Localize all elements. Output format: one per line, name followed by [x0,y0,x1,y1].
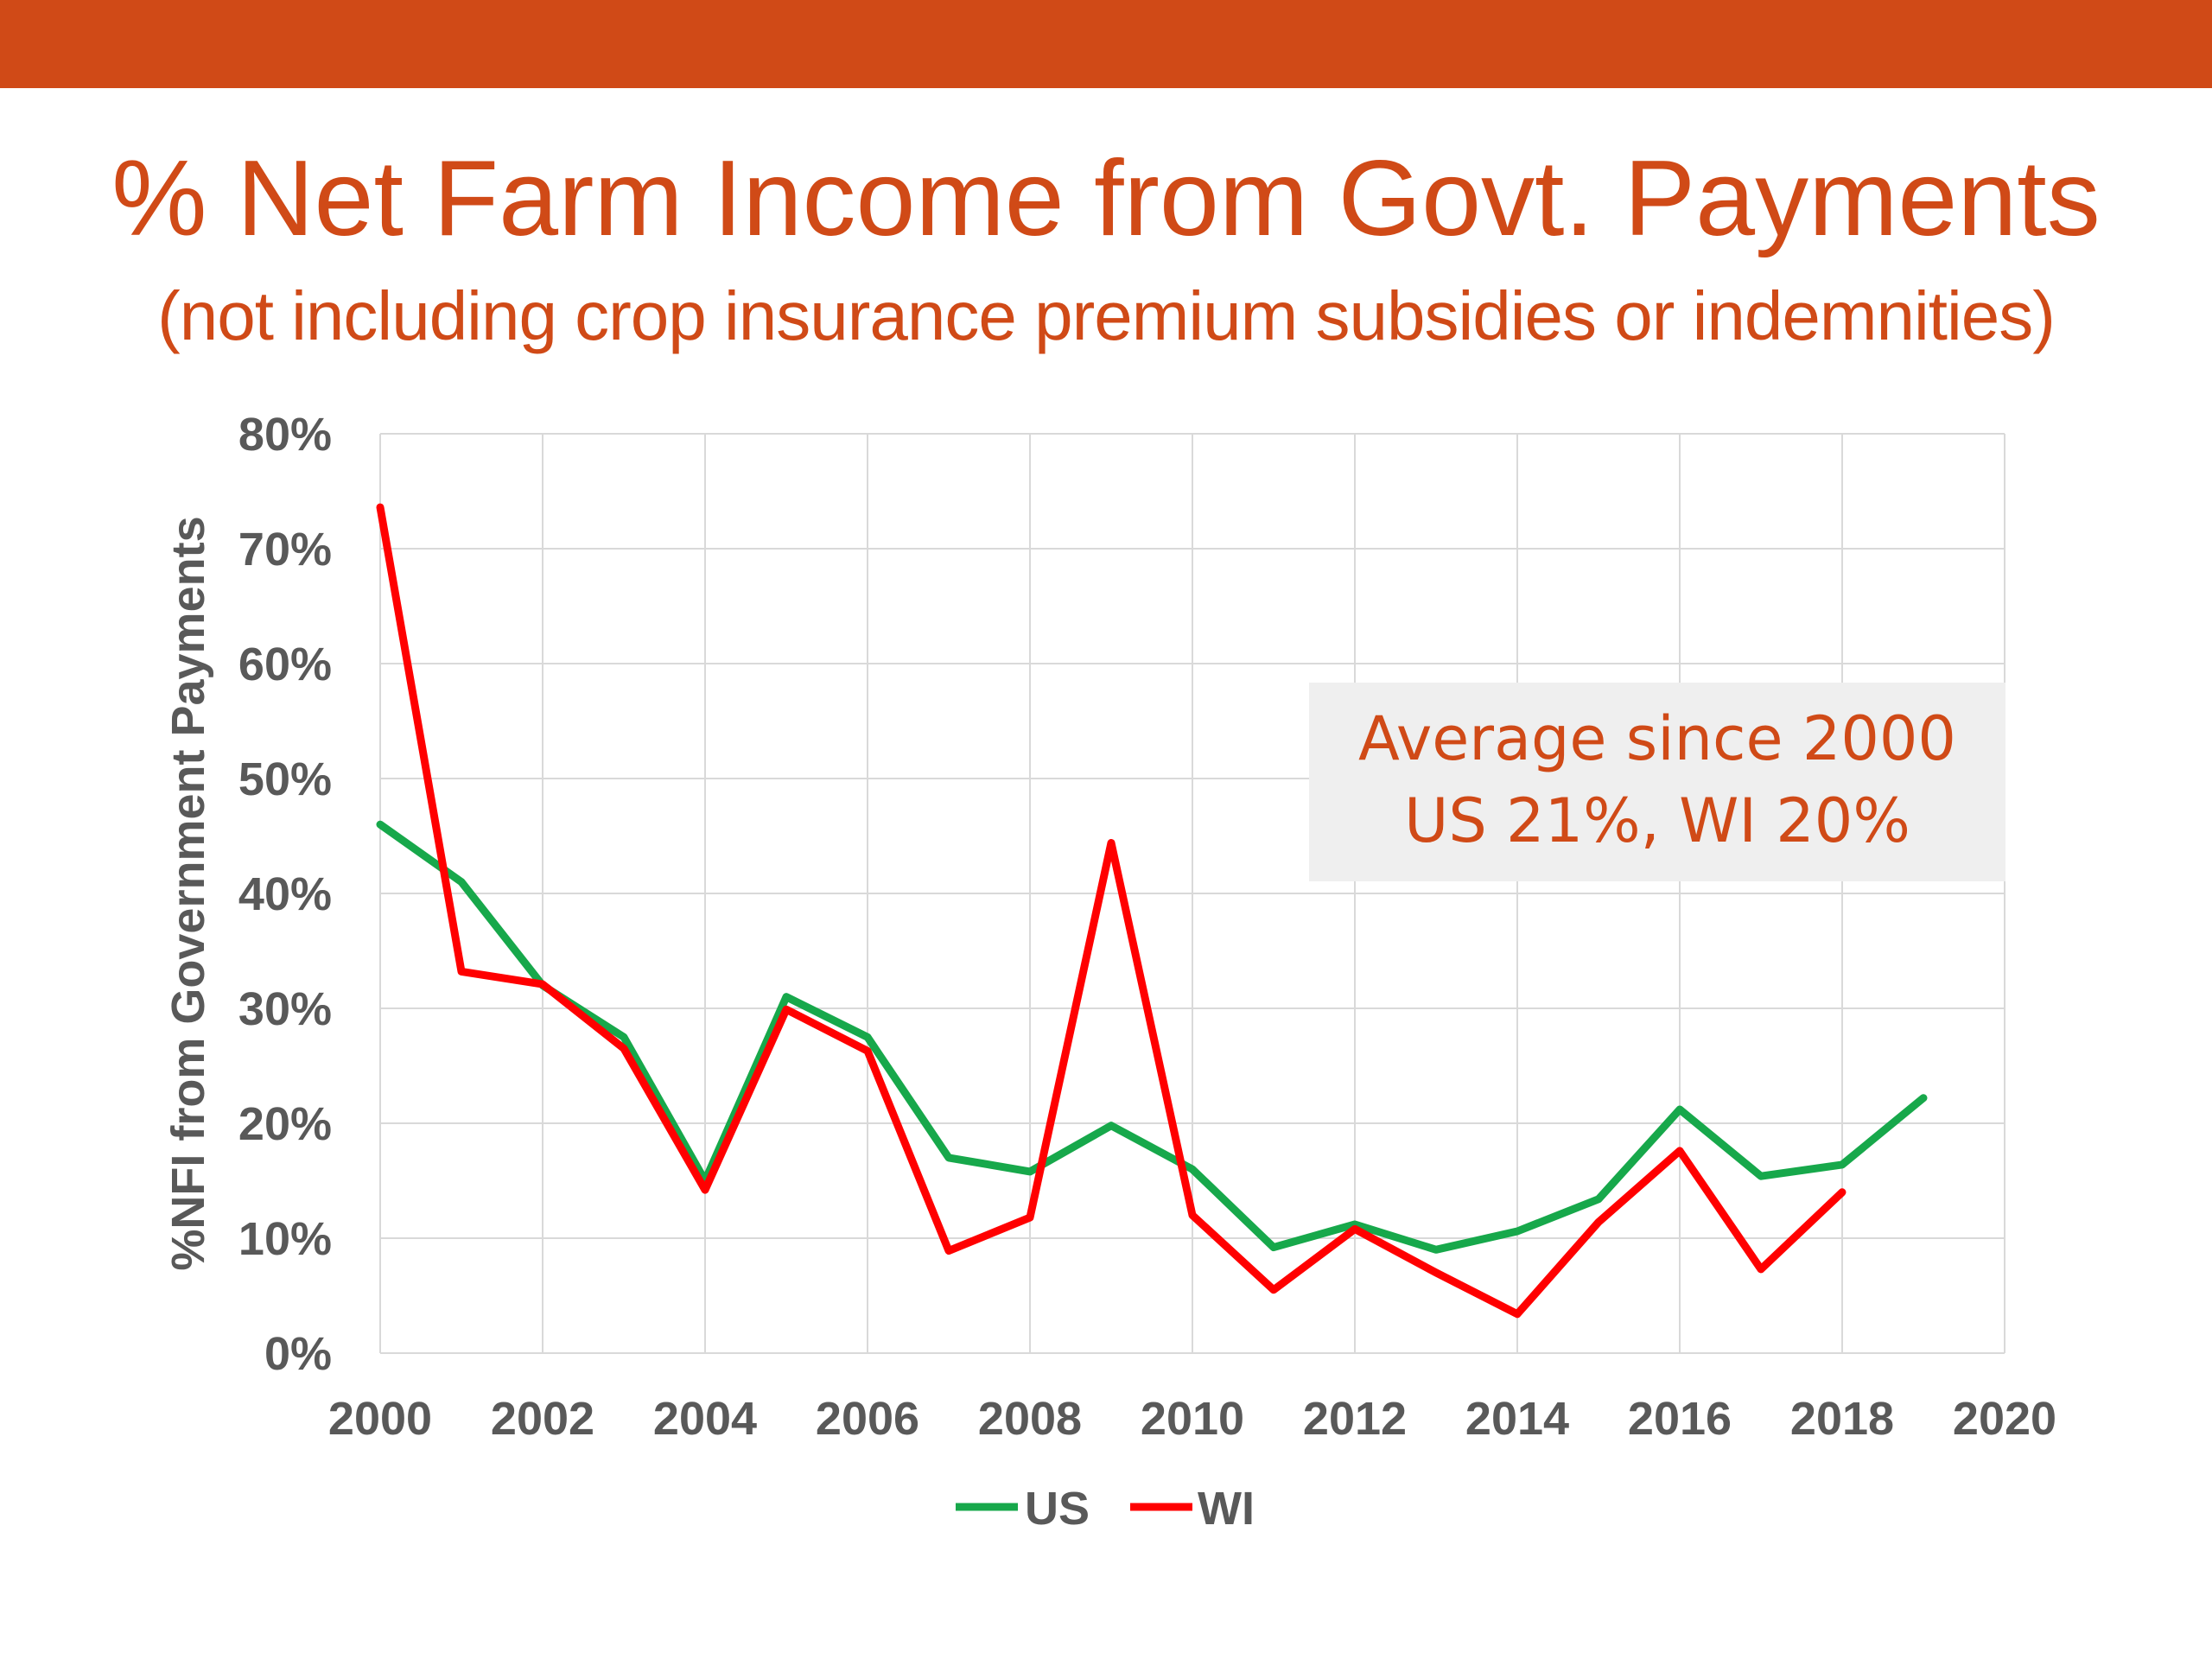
x-tick-label: 2018 [1790,1393,1894,1445]
annotation-box: Average since 2000 US 21%, WI 20% [1309,683,2005,881]
y-tick-label: 0% [264,1328,332,1380]
x-tick-label: 2012 [1303,1393,1407,1445]
y-axis-label: %NFI from Government Payments [162,516,214,1270]
series-line-wi [376,503,1847,1319]
y-tick-label: 10% [238,1213,332,1265]
y-tick-label: 60% [238,639,332,690]
x-tick-label: 2004 [653,1393,757,1445]
x-tick-label: 2006 [816,1393,919,1445]
x-tick-label: 2008 [978,1393,1082,1445]
series-line-us [376,820,1928,1254]
x-tick-label: 2014 [1465,1393,1569,1445]
annotation-line-2: US 21%, WI 20% [1404,785,1910,856]
x-tick-label: 2000 [328,1393,432,1445]
x-tick-label: 2010 [1141,1393,1244,1445]
chart-title: % Net Farm Income from Govt. Payments [111,139,2101,258]
x-tick-label: 2002 [491,1393,594,1445]
legend-label-us: US [1025,1483,1090,1535]
y-tick-label: 40% [238,868,332,920]
x-tick-label: 2020 [1953,1393,2056,1445]
legend-label-wi: WI [1198,1483,1255,1535]
annotation-line-1: Average since 2000 [1358,703,1956,774]
y-tick-label: 70% [238,524,332,575]
y-tick-label: 80% [238,409,332,461]
x-tick-label: 2016 [1628,1393,1732,1445]
chart-subtitle: (not including crop insurance premium su… [157,277,2056,354]
top-accent-bar [0,0,2212,88]
y-tick-label: 30% [238,983,332,1035]
y-tick-label: 50% [238,753,332,805]
y-tick-label: 20% [238,1098,332,1150]
